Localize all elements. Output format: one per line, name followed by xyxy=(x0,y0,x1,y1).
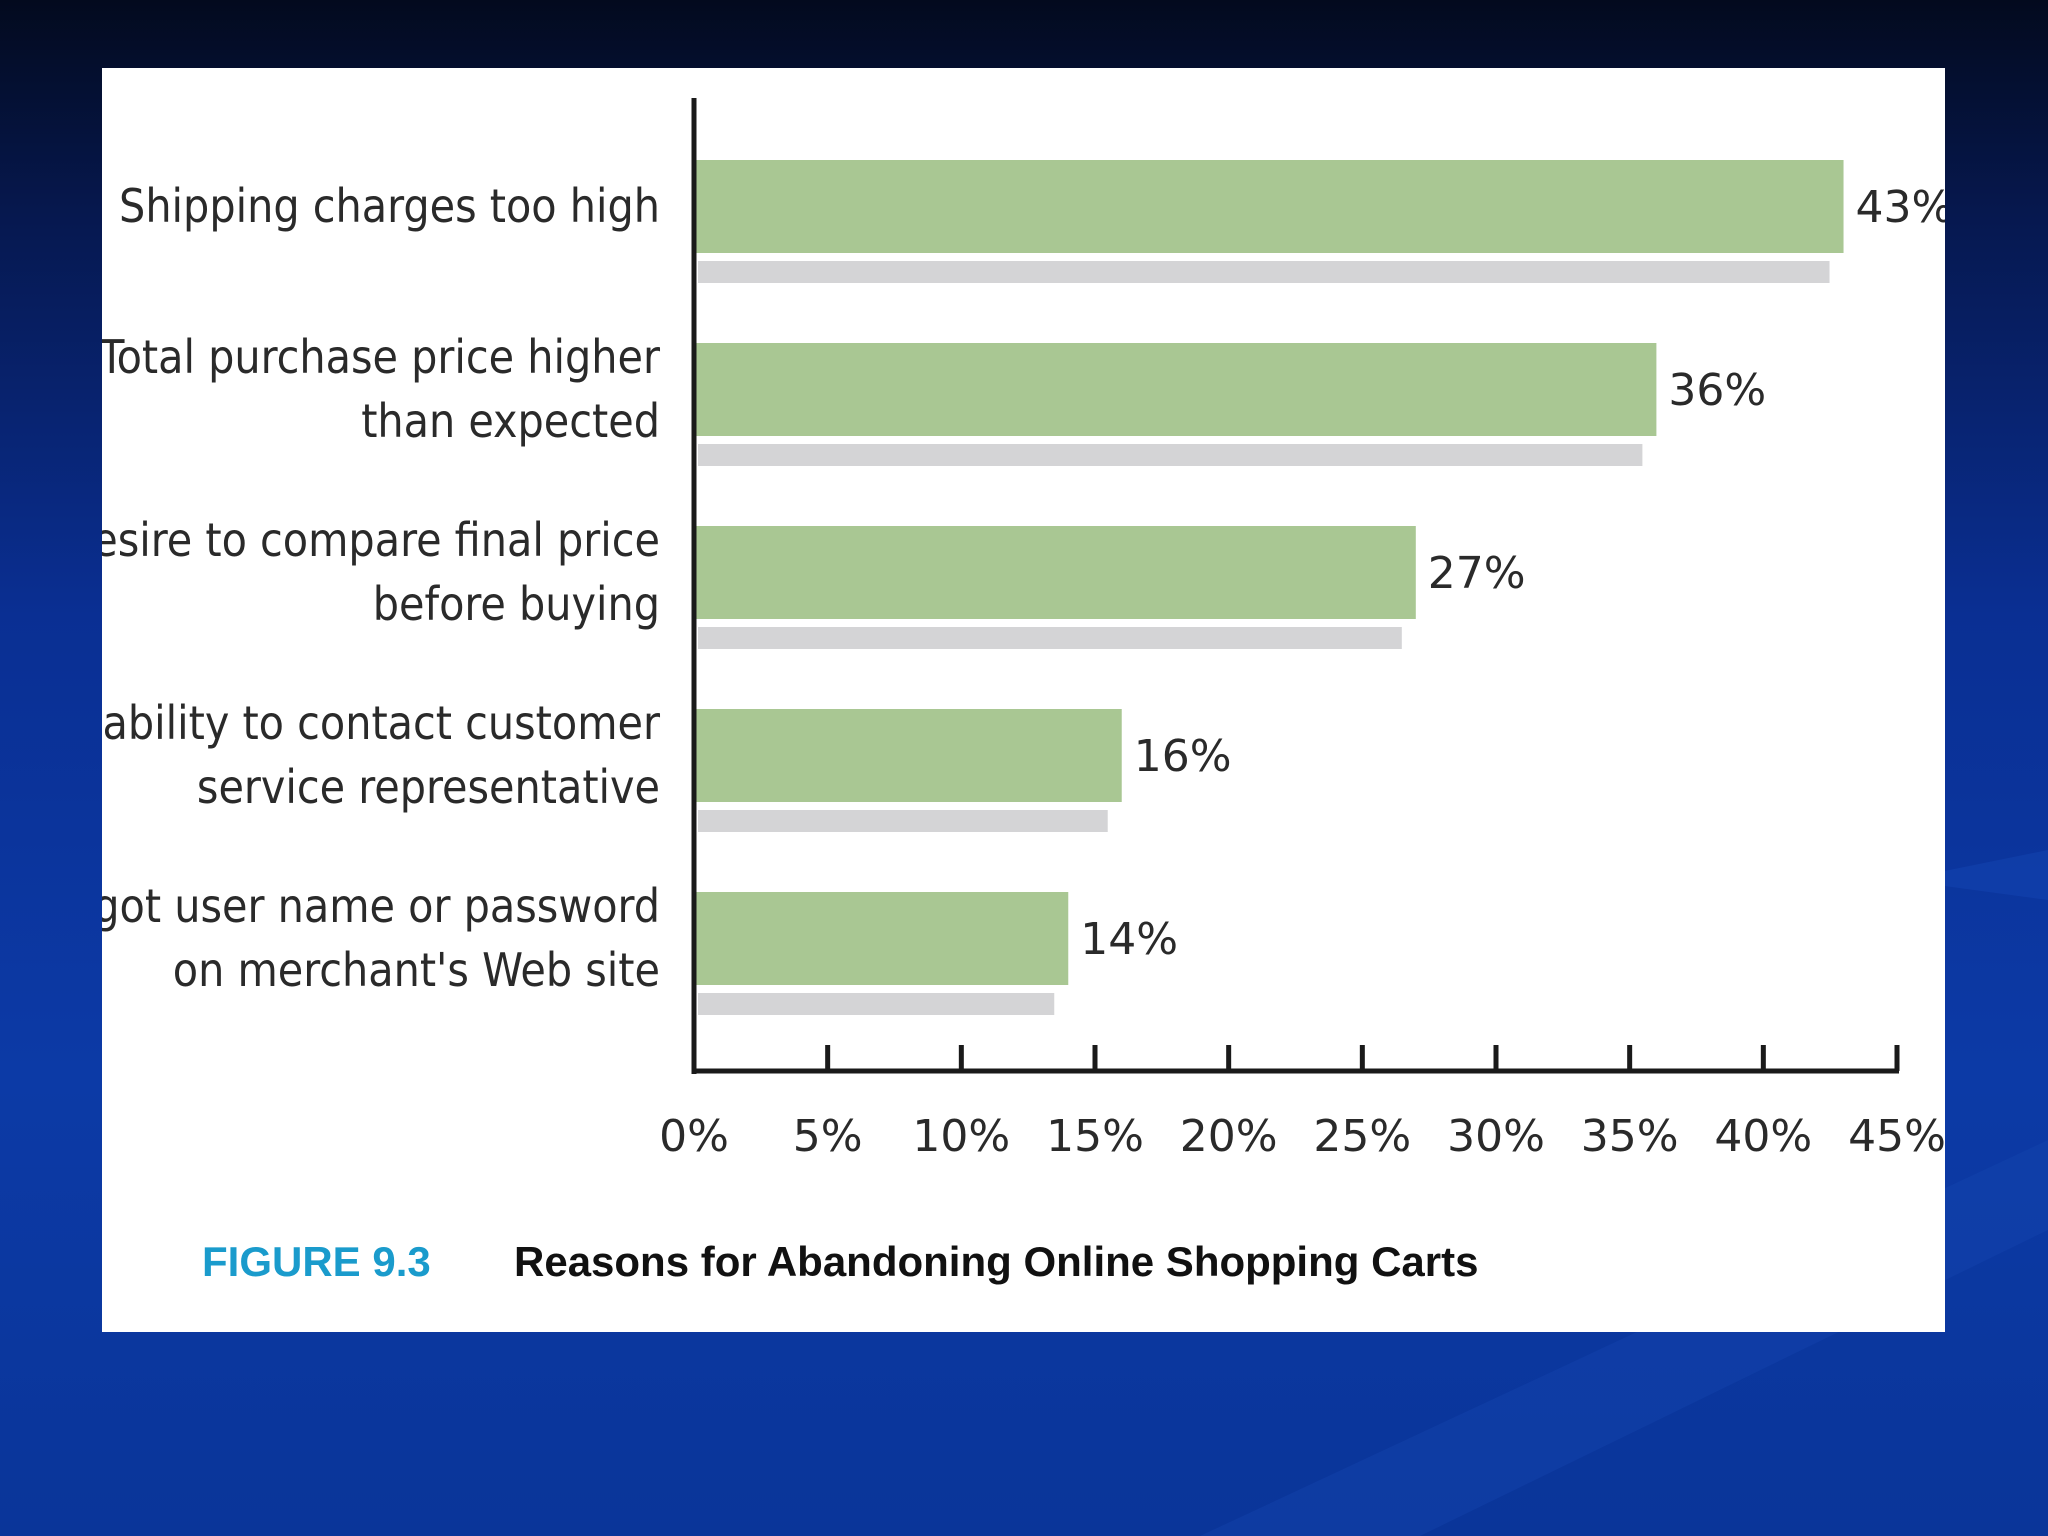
figure-panel: 43% Shipping charges too high 36% Total pur… xyxy=(102,68,1945,1332)
bar-shadow xyxy=(698,810,1108,832)
category-label: than expected xyxy=(361,394,660,448)
x-tick-label: 10% xyxy=(912,1111,1010,1162)
x-tick-label: 35% xyxy=(1581,1111,1679,1162)
category-label: Forgot user name or password xyxy=(102,879,660,933)
category-label: Total purchase price higher xyxy=(102,330,661,384)
x-tick-label: 20% xyxy=(1180,1111,1278,1162)
x-tick-label: 40% xyxy=(1714,1111,1812,1162)
category-label: on merchant's Web site xyxy=(173,943,660,997)
bar-shadow xyxy=(698,627,1402,649)
x-tick-label: 5% xyxy=(793,1111,863,1162)
category-label: Shipping charges too high xyxy=(119,179,660,233)
x-tick-label: 0% xyxy=(659,1111,729,1162)
figure-title: Reasons for Abandoning Online Shopping C… xyxy=(514,1238,1479,1285)
value-label: 43% xyxy=(1856,182,1945,233)
value-label: 14% xyxy=(1080,914,1178,965)
bar-3 xyxy=(694,526,1416,619)
x-tick-label: 30% xyxy=(1447,1111,1545,1162)
bar-shadow xyxy=(698,993,1055,1015)
x-tick-label: 25% xyxy=(1313,1111,1411,1162)
category-label: Inability to contact customer xyxy=(102,696,661,750)
bar-5 xyxy=(694,892,1069,985)
figure-caption: FIGURE 9.3 Reasons for Abandoning Online … xyxy=(202,1238,1478,1286)
value-label: 36% xyxy=(1668,365,1766,416)
category-label: service representative xyxy=(197,760,660,814)
bar-chart: 43% Shipping charges too high 36% Total pur… xyxy=(102,98,1945,1162)
category-label: before buying xyxy=(373,577,660,631)
bar-4 xyxy=(694,709,1122,802)
figure-number: FIGURE 9.3 xyxy=(202,1238,431,1285)
x-tick-label: 15% xyxy=(1046,1111,1144,1162)
value-label: 16% xyxy=(1134,731,1232,782)
bar-shadow xyxy=(698,261,1830,283)
value-label: 27% xyxy=(1428,548,1526,599)
x-tick-label: 45% xyxy=(1848,1111,1945,1162)
bar-1 xyxy=(694,160,1844,253)
bar-2 xyxy=(694,343,1657,436)
bar-shadow xyxy=(698,444,1643,466)
category-label: Desire to compare final price xyxy=(102,513,660,567)
